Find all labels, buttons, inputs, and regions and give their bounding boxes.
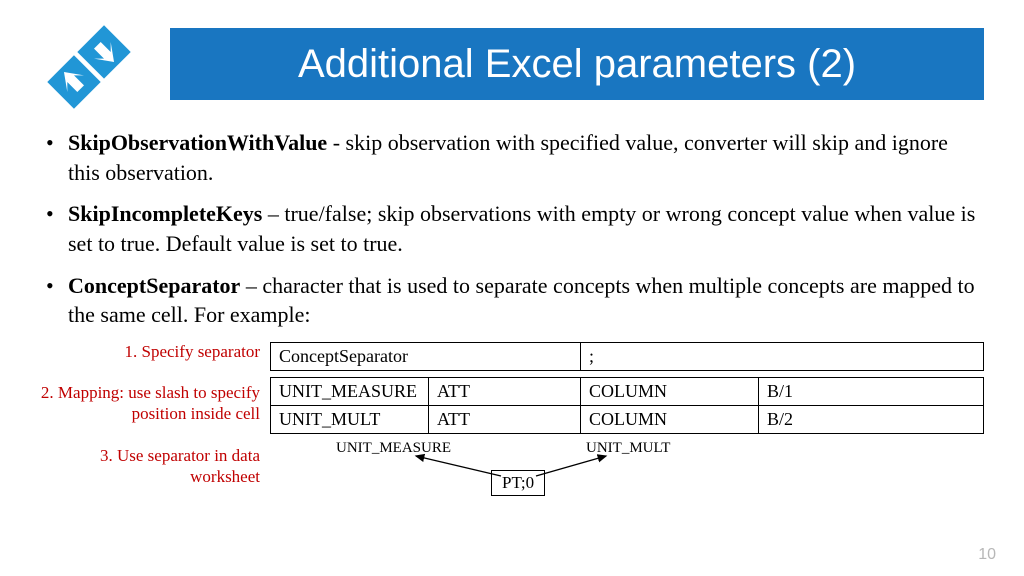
annotation-label: 1. Specify separator (40, 342, 270, 362)
bullet-item: SkipIncompleteKeys – true/false; skip ob… (40, 199, 984, 258)
table-cell: COLUMN (581, 406, 759, 434)
table-row: UNIT_MULT ATT COLUMN B/2 (271, 406, 984, 434)
example-area: 1. Specify separator ConceptSeparator ; … (40, 342, 984, 520)
bullet-item: ConceptSeparator – character that is use… (40, 271, 984, 330)
diagram-box: PT;0 (491, 470, 545, 496)
slide-title: Additional Excel parameters (2) (298, 42, 856, 87)
bullet-term: ConceptSeparator (68, 273, 240, 298)
bullet-list: SkipObservationWithValue - skip observat… (40, 128, 984, 330)
table-cell: UNIT_MULT (271, 406, 429, 434)
table-cell: ATT (429, 406, 581, 434)
table-row: UNIT_MEASURE ATT COLUMN B/1 (271, 378, 984, 406)
bullet-item: SkipObservationWithValue - skip observat… (40, 128, 984, 187)
separator-table: ConceptSeparator ; (270, 342, 984, 371)
table-row: ConceptSeparator ; (271, 343, 984, 371)
bullet-term: SkipObservationWithValue (68, 130, 327, 155)
logo-icon (30, 18, 148, 136)
bullet-sep: - (327, 130, 345, 155)
page-number: 10 (978, 546, 996, 564)
table-cell: COLUMN (581, 378, 759, 406)
table-cell: B/1 (759, 378, 984, 406)
diagram-label-left: UNIT_MEASURE (336, 440, 451, 457)
annotation-label: 3. Use separator in data worksheet (40, 440, 270, 487)
table-cell: UNIT_MEASURE (271, 378, 429, 406)
diagram-label-right: UNIT_MULT (586, 440, 670, 457)
table-cell: ; (581, 343, 984, 371)
slide-body: SkipObservationWithValue - skip observat… (40, 128, 984, 526)
table-cell: ConceptSeparator (271, 343, 581, 371)
table-cell: ATT (429, 378, 581, 406)
bullet-sep: – (262, 201, 284, 226)
mapping-table: UNIT_MEASURE ATT COLUMN B/1 UNIT_MULT AT… (270, 377, 984, 434)
slide-title-bar: Additional Excel parameters (2) (170, 28, 984, 100)
annotation-label: 2. Mapping: use slash to specify positio… (40, 377, 270, 424)
separator-diagram: UNIT_MEASURE UNIT_MULT PT;0 (276, 440, 984, 520)
table-cell: B/2 (759, 406, 984, 434)
bullet-sep: – (240, 273, 262, 298)
bullet-term: SkipIncompleteKeys (68, 201, 262, 226)
